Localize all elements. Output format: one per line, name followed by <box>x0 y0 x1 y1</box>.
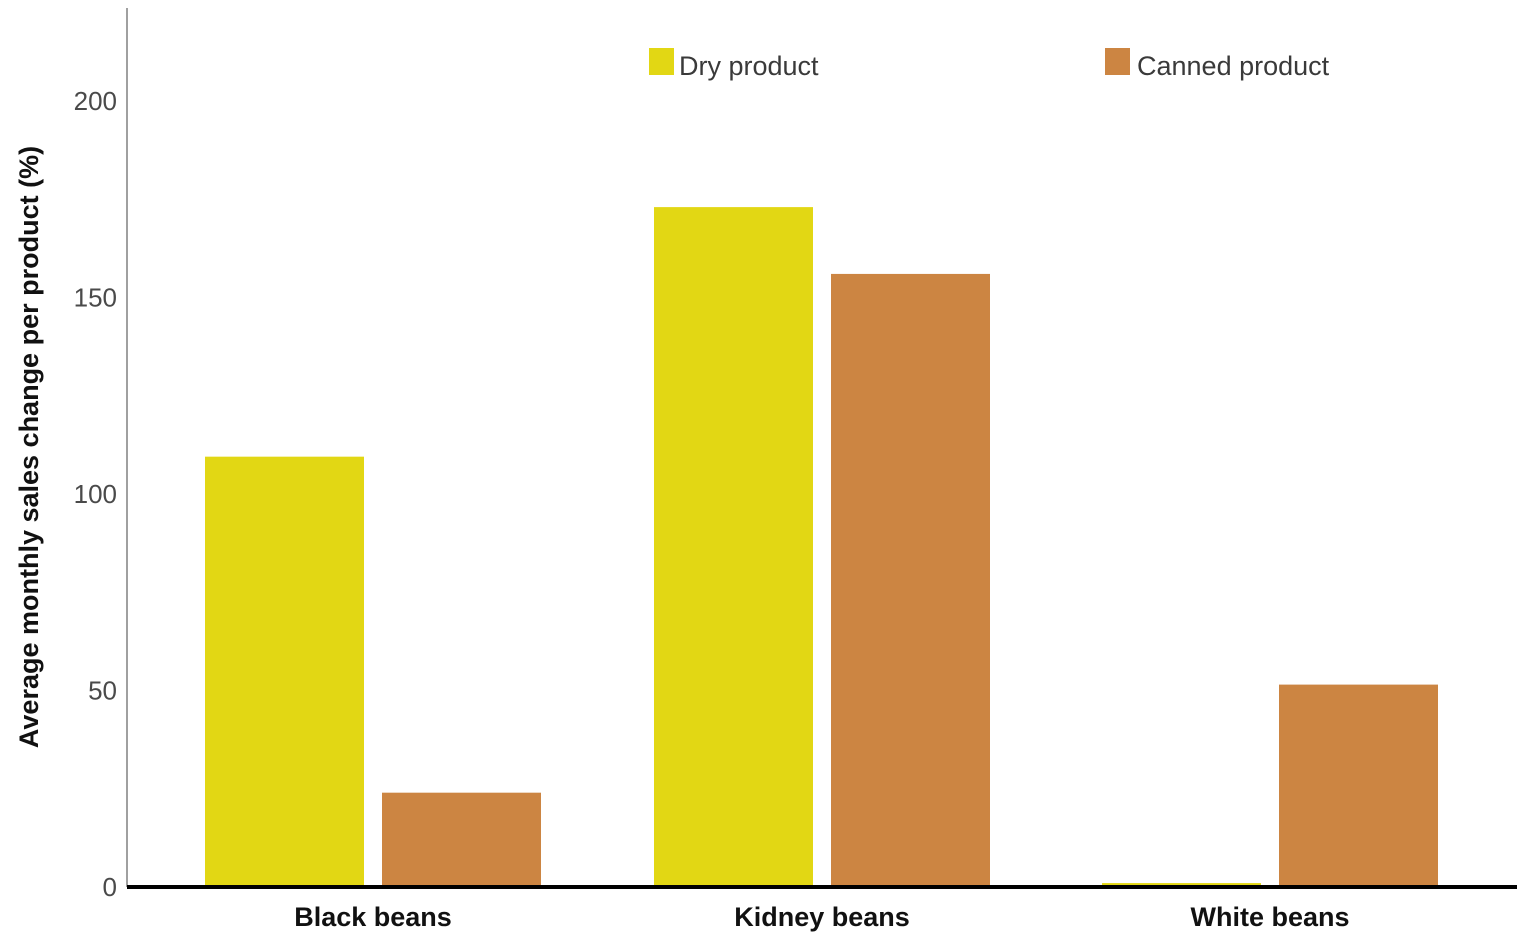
y-tick-labels: 0 50 100 150 200 <box>74 86 117 902</box>
y-axis-title: Average monthly sales change per product… <box>14 146 44 748</box>
bar-canned-product-kidney-beans <box>831 273 990 887</box>
x-category-label: White beans <box>1190 902 1349 932</box>
bar-canned-product-black-beans <box>382 792 541 887</box>
bar-dry-product-black-beans <box>205 456 364 887</box>
category-labels: Black beans Kidney beans White beans <box>294 902 1349 932</box>
y-tick-label: 100 <box>74 479 117 509</box>
legend-label-canned: Canned product <box>1137 51 1330 81</box>
legend: Dry product Canned product <box>649 48 1330 81</box>
y-tick-label: 150 <box>74 283 117 313</box>
bar-canned-product-white-beans <box>1279 684 1438 887</box>
y-tick-label: 200 <box>74 86 117 116</box>
legend-swatch-canned <box>1105 48 1130 75</box>
bars <box>205 207 1438 888</box>
x-category-label: Kidney beans <box>734 902 910 932</box>
x-category-label: Black beans <box>294 902 452 932</box>
y-tick-label: 0 <box>103 872 117 902</box>
legend-label-dry: Dry product <box>679 51 819 81</box>
legend-swatch-dry <box>649 48 674 75</box>
bar-dry-product-kidney-beans <box>654 207 813 888</box>
y-tick-label: 50 <box>88 676 117 706</box>
